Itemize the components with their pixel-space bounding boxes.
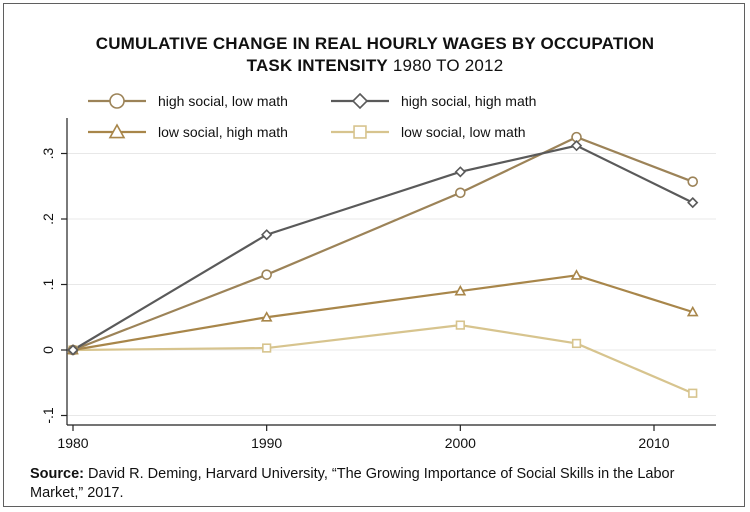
legend-marker bbox=[109, 93, 125, 109]
data-point bbox=[687, 176, 699, 187]
chart-frame bbox=[3, 3, 745, 507]
y-tick-label: 0 bbox=[40, 346, 56, 354]
title-line-1: CUMULATIVE CHANGE IN REAL HOURLY WAGES B… bbox=[95, 34, 655, 53]
legend-marker bbox=[108, 123, 126, 139]
x-tick-label: 1980 bbox=[57, 435, 88, 451]
data-point bbox=[571, 338, 582, 349]
data-point bbox=[262, 343, 272, 353]
title-line-2-normal: 1980 TO 2012 bbox=[392, 56, 504, 75]
legend-label: low social, low math bbox=[401, 124, 526, 140]
data-point bbox=[455, 320, 465, 330]
data-point bbox=[454, 166, 466, 178]
source-label: Source: bbox=[30, 466, 84, 482]
y-tick-label: .2 bbox=[40, 213, 56, 225]
title-line-2-bold: TASK INTENSITY bbox=[246, 56, 388, 75]
y-tick-label: .1 bbox=[40, 278, 56, 290]
series-line bbox=[72, 135, 694, 352]
data-point bbox=[455, 187, 466, 199]
data-point bbox=[570, 140, 583, 152]
data-point bbox=[260, 311, 273, 322]
source-note: Source: David R. Deming, Harvard Univers… bbox=[30, 465, 730, 503]
data-point bbox=[688, 388, 698, 398]
data-point bbox=[686, 305, 699, 317]
legend-label: low social, high math bbox=[158, 124, 288, 140]
data-point bbox=[570, 269, 583, 280]
legend-label: high social, high math bbox=[401, 93, 536, 109]
legend-marker bbox=[351, 92, 369, 110]
y-tick-label: .3 bbox=[40, 147, 56, 159]
y-tick-label: -.1 bbox=[40, 407, 56, 424]
legend-marker bbox=[353, 125, 367, 139]
chart-title: CUMULATIVE CHANGE IN REAL HOURLY WAGES B… bbox=[0, 33, 750, 77]
data-point bbox=[261, 269, 272, 280]
data-point bbox=[67, 344, 79, 356]
x-tick-label: 2000 bbox=[445, 435, 476, 451]
data-point bbox=[261, 229, 273, 241]
series-line bbox=[72, 144, 694, 351]
x-tick-label: 1990 bbox=[251, 435, 282, 451]
legend-label: high social, low math bbox=[158, 93, 288, 109]
x-tick-label: 2010 bbox=[638, 435, 669, 451]
data-point bbox=[454, 284, 467, 296]
data-point bbox=[687, 196, 699, 209]
source-text: David R. Deming, Harvard University, “Th… bbox=[30, 466, 675, 501]
